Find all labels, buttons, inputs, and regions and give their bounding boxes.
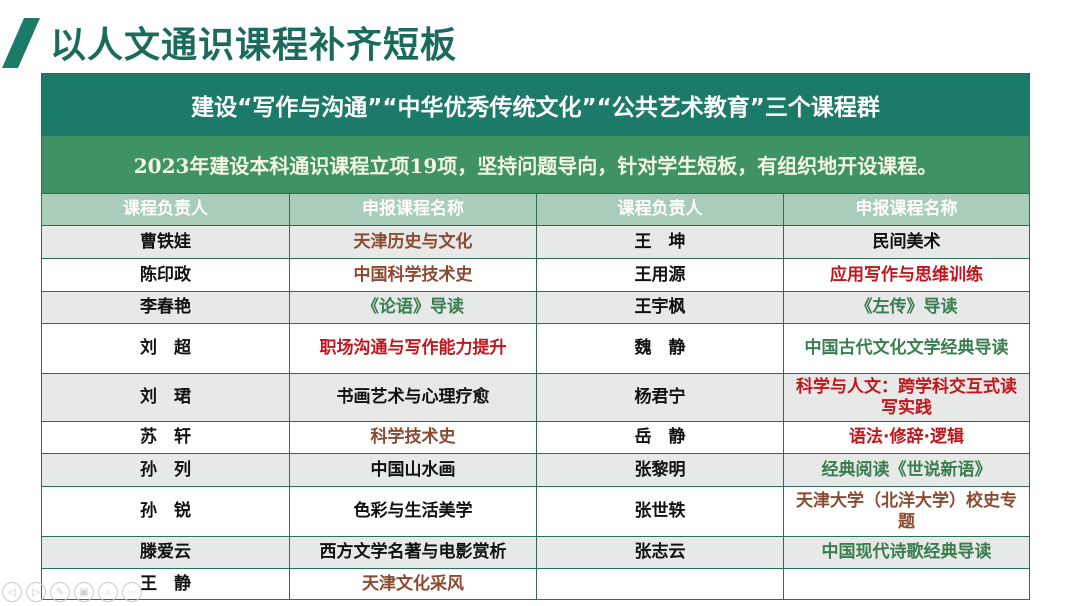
course-name: 民间美术 [784,225,1029,258]
leader-name: 王 坤 [537,225,784,258]
more-icon[interactable]: ⋯ [122,582,142,602]
prev-icon[interactable]: ◁ [2,582,22,602]
course-name: 科学与人文：跨学科交互式读写实践 [784,373,1029,421]
course-name: 中国现代诗歌经典导读 [784,536,1029,568]
leader-name: 张黎明 [537,453,784,486]
pen-icon[interactable]: ✎ [50,582,70,602]
summary-banner: 2023年建设本科通识课程立项19项，坚持问题导向，针对学生短板，有组织地开设课… [42,136,1029,193]
leader-name: 刘 珺 [42,373,290,421]
screen-icon[interactable]: ▣ [74,582,94,602]
leader-name: 魏 静 [537,323,784,373]
course-name: 职场沟通与写作能力提升 [290,323,537,373]
next-icon[interactable]: ▷ [26,582,46,602]
leader-name: 滕爱云 [42,536,290,568]
course-name [784,568,1029,599]
course-name: 应用写作与思维训练 [784,258,1029,291]
leader-name: 王宇枫 [537,291,784,323]
leader-name: 岳 静 [537,421,784,453]
leader-name: 王用源 [537,258,784,291]
course-name: 科学技术史 [290,421,537,453]
course-name: 中国山水画 [290,453,537,486]
page-title: 以人文通识课程补齐短板 [50,25,458,66]
header-course: 申报课程名称 [784,193,1029,225]
course-name: 《左传》导读 [784,291,1029,323]
leader-name: 孙 列 [42,453,290,486]
course-name: 天津历史与文化 [290,225,537,258]
leader-name: 陈印政 [42,258,290,291]
course-table: 建设“写作与沟通”“中华优秀传统文化”“公共艺术教育”三个课程群 2023年建设… [41,73,1030,600]
leader-name: 李春艳 [42,291,290,323]
header-course: 申报课程名称 [290,193,537,225]
course-name: 《论语》导读 [290,291,537,323]
zoom-icon[interactable]: ⌕ [98,582,118,602]
course-name: 书画艺术与心理疗愈 [290,373,537,421]
leader-name: 曹铁娃 [42,225,290,258]
header-leader: 课程负责人 [42,193,290,225]
leader-name: 张世轶 [537,486,784,536]
leader-name: 刘 超 [42,323,290,373]
course-name: 中国古代文化文学经典导读 [784,323,1029,373]
leader-name [537,568,784,599]
course-name: 色彩与生活美学 [290,486,537,536]
leader-name: 张志云 [537,536,784,568]
header-leader: 课程负责人 [537,193,784,225]
title-slash-decoration [2,18,40,68]
slide-controls: ◁ ▷ ✎ ▣ ⌕ ⋯ [2,582,142,602]
course-name: 语法·修辞·逻辑 [784,421,1029,453]
leader-name: 孙 锐 [42,486,290,536]
course-name: 西方文学名著与电影赏析 [290,536,537,568]
course-groups-banner: 建设“写作与沟通”“中华优秀传统文化”“公共艺术教育”三个课程群 [42,74,1029,136]
course-grid: 课程负责人 申报课程名称 课程负责人 申报课程名称 曹铁娃 天津历史与文化王 坤民… [42,193,1029,599]
course-name: 中国科学技术史 [290,258,537,291]
leader-name: 苏 轩 [42,421,290,453]
leader-name: 杨君宁 [537,373,784,421]
course-name: 天津大学（北洋大学）校史专题 [784,486,1029,536]
course-name: 经典阅读《世说新语》 [784,453,1029,486]
course-name: 天津文化采风 [290,568,537,599]
